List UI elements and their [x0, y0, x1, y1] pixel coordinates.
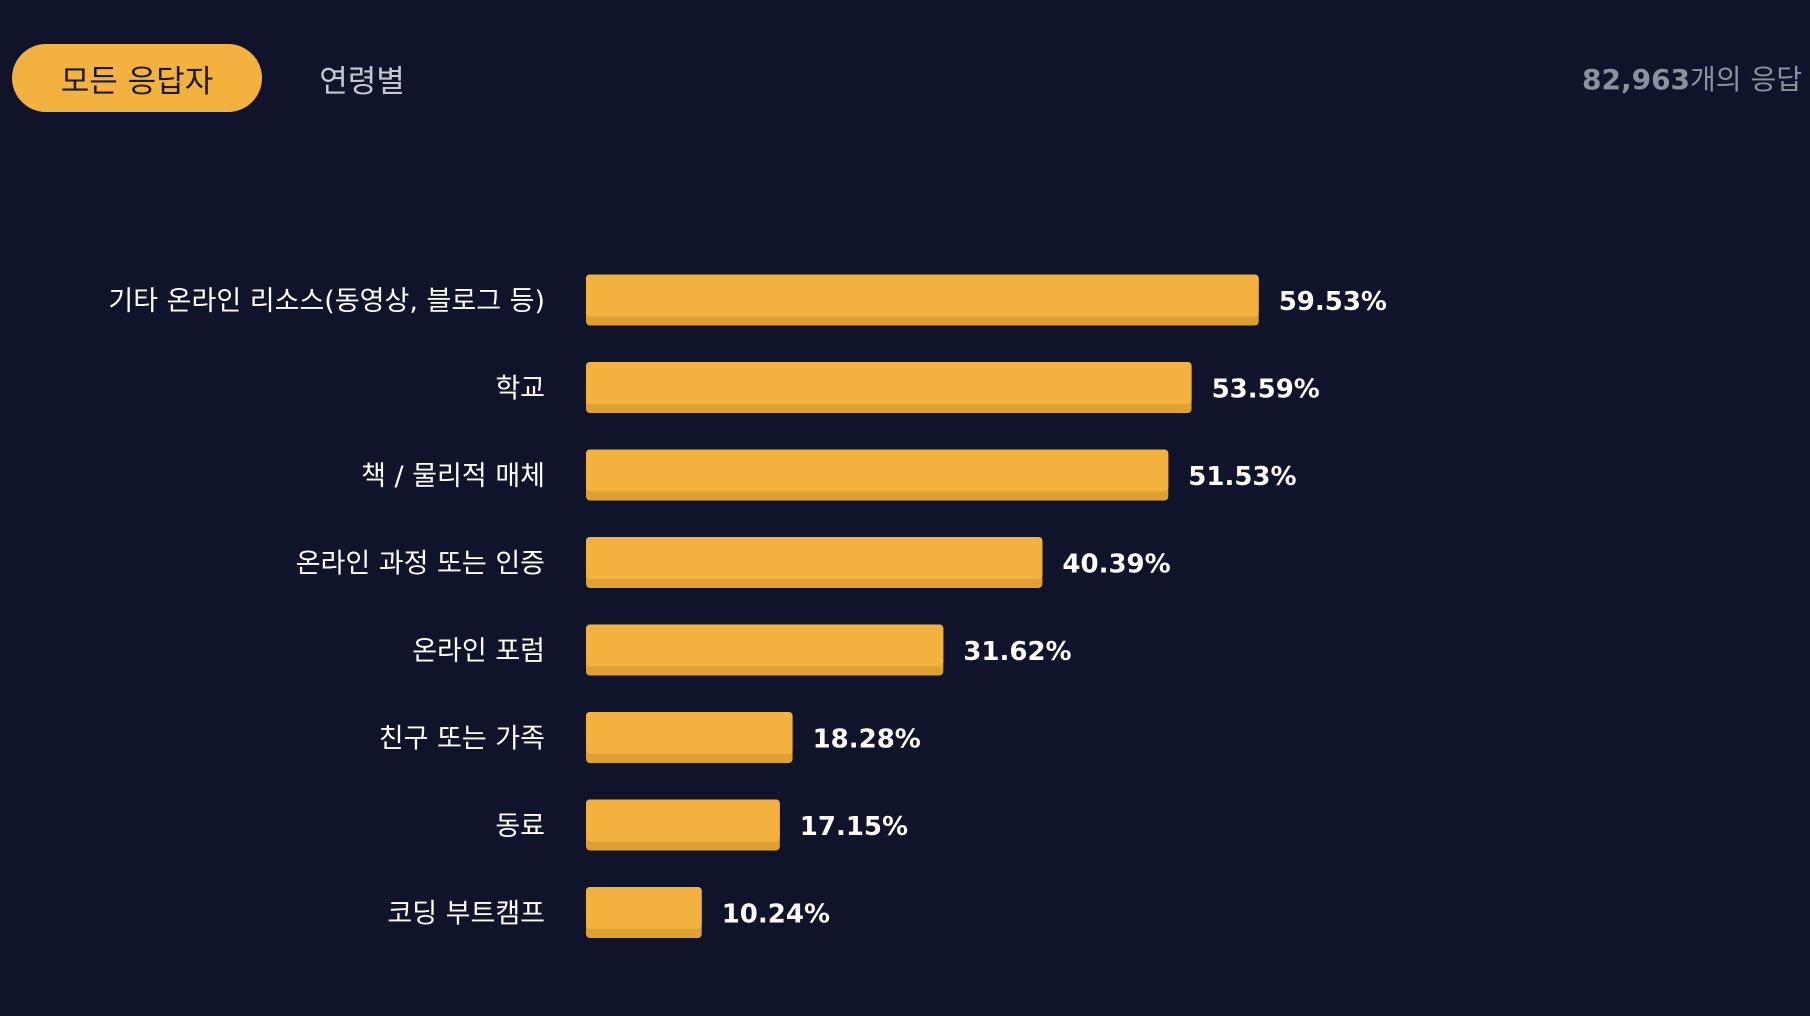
tab-by-age-label: 연령별: [319, 63, 405, 100]
response-count: 82,963개의 응답: [1582, 58, 1802, 98]
bar[interactable]: [586, 712, 793, 763]
value-label: 17.15%: [800, 812, 908, 842]
category-label: 친구 또는 가족: [379, 724, 545, 755]
bar[interactable]: [586, 799, 780, 851]
bars-layer: 기타 온라인 리소스(동영상, 블로그 등) 59.53% 학교 53.59% 책 / …: [108, 274, 1387, 938]
value-label: 10.24%: [722, 900, 830, 930]
bar[interactable]: [586, 887, 702, 938]
bar[interactable]: [586, 449, 1169, 501]
category-label: 코딩 부트캠프: [387, 899, 545, 930]
value-label: 51.53%: [1188, 462, 1296, 492]
category-label: 동료: [495, 811, 545, 842]
bar[interactable]: [586, 362, 1192, 413]
category-label: 온라인 포럼: [412, 636, 545, 667]
bar-fill: [586, 887, 702, 929]
bar-fill: [586, 449, 1169, 492]
tab-all-respondents[interactable]: 모든 응답자: [12, 44, 262, 112]
value-label: 18.28%: [813, 725, 921, 755]
bar-fill: [586, 799, 780, 842]
bar[interactable]: [586, 537, 1043, 588]
response-count-suffix: 개의 응답: [1690, 63, 1802, 96]
bar-fill: [586, 712, 793, 754]
value-label: 40.39%: [1062, 550, 1170, 580]
category-label: 학교: [495, 374, 545, 405]
bar-fill: [586, 274, 1259, 317]
bar[interactable]: [586, 624, 944, 676]
bar[interactable]: [586, 274, 1259, 326]
bar-fill: [586, 362, 1192, 404]
value-label: 59.53%: [1279, 287, 1387, 317]
bar-fill: [586, 624, 944, 667]
tab-all-respondents-label: 모든 응답자: [60, 63, 214, 100]
category-label: 온라인 과정 또는 인증: [296, 549, 545, 580]
value-label: 31.62%: [963, 637, 1071, 667]
response-count-number: 82,963: [1581, 63, 1691, 96]
tab-by-age[interactable]: 연령별: [300, 44, 424, 112]
bar-fill: [586, 537, 1043, 579]
value-label: 53.59%: [1212, 375, 1320, 405]
category-label: 책 / 물리적 매체: [361, 461, 545, 492]
category-label: 기타 온라인 리소스(동영상, 블로그 등): [108, 286, 545, 317]
